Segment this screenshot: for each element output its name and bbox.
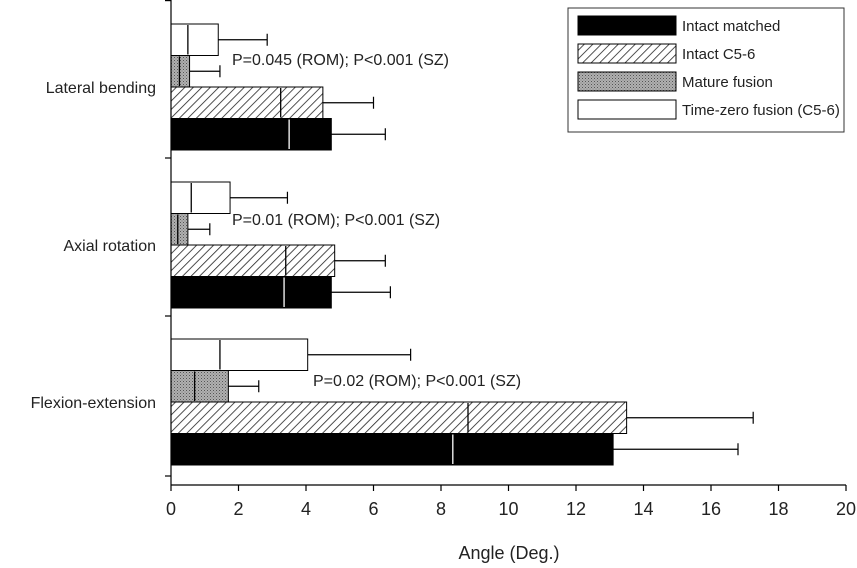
category-label-lateral-bending: Lateral bending	[46, 80, 156, 97]
bars-layer	[170, 23, 754, 466]
bar-lateral-bending-mature-fusion	[170, 55, 191, 88]
x-tick-label-18: 18	[768, 499, 788, 519]
bar-axial-rotation-mature-fusion	[170, 213, 189, 246]
x-tick-label-0: 0	[166, 499, 176, 519]
bar-flexion-extension-mature-fusion	[170, 370, 229, 403]
x-tick-label-10: 10	[498, 499, 518, 519]
legend-swatch-mature-fusion	[577, 71, 677, 92]
bar-flexion-extension-intact-matched	[170, 433, 614, 466]
bar-lateral-bending-intact-c5-6	[170, 86, 324, 119]
bar-flexion-extension-intact-c5-6	[170, 401, 628, 434]
x-axis: 0 2 4 6 8 10 12 14 16 18 20	[165, 0, 856, 519]
bar-lateral-bending-time-zero-fusion-c5-6	[170, 23, 219, 56]
legend-label-intact-matched: Intact matched	[682, 18, 780, 35]
annotation-flexion-extension: P=0.02 (ROM); P<0.001 (SZ)	[313, 373, 521, 390]
bar-axial-rotation-intact-matched	[170, 276, 332, 309]
x-tick-label-8: 8	[436, 499, 446, 519]
annotations: P=0.045 (ROM); P<0.001 (SZ) P=0.01 (ROM);…	[232, 52, 521, 390]
x-tick-label-2: 2	[233, 499, 243, 519]
legend-label-mature-fusion: Mature fusion	[682, 74, 773, 91]
category-label-flexion-extension: Flexion-extension	[31, 395, 156, 412]
category-label-axial-rotation: Axial rotation	[64, 238, 157, 255]
bar-lateral-bending-intact-matched	[170, 118, 332, 151]
legend-swatch-time-zero-fusion-c5-6	[577, 99, 677, 120]
category-labels: Lateral bending Axial rotation Flexion-ext…	[31, 80, 156, 412]
x-tick-label-4: 4	[301, 499, 311, 519]
x-tick-label-20: 20	[836, 499, 856, 519]
legend-swatch-intact-c5-6	[577, 43, 677, 64]
bar-axial-rotation-intact-c5-6	[170, 244, 336, 277]
annotation-axial-rotation: P=0.01 (ROM); P<0.001 (SZ)	[232, 212, 440, 229]
legend-label-time-zero-fusion-c5-6: Time-zero fusion (C5-6)	[682, 102, 840, 119]
x-tick-label-6: 6	[368, 499, 378, 519]
x-tick-label-12: 12	[566, 499, 586, 519]
bar-axial-rotation-time-zero-fusion-c5-6	[170, 181, 231, 214]
x-axis-label: Angle (Deg.)	[458, 543, 559, 563]
legend-label-intact-c5-6: Intact C5-6	[682, 46, 755, 63]
x-tick-label-16: 16	[701, 499, 721, 519]
legend: Intact matched Intact C5-6 Mature fusion Ti…	[567, 7, 845, 133]
bar-flexion-extension-time-zero-fusion-c5-6	[170, 338, 309, 371]
x-tick-label-14: 14	[633, 499, 653, 519]
legend-swatch-intact-matched	[577, 15, 677, 36]
annotation-lateral-bending: P=0.045 (ROM); P<0.001 (SZ)	[232, 52, 449, 69]
